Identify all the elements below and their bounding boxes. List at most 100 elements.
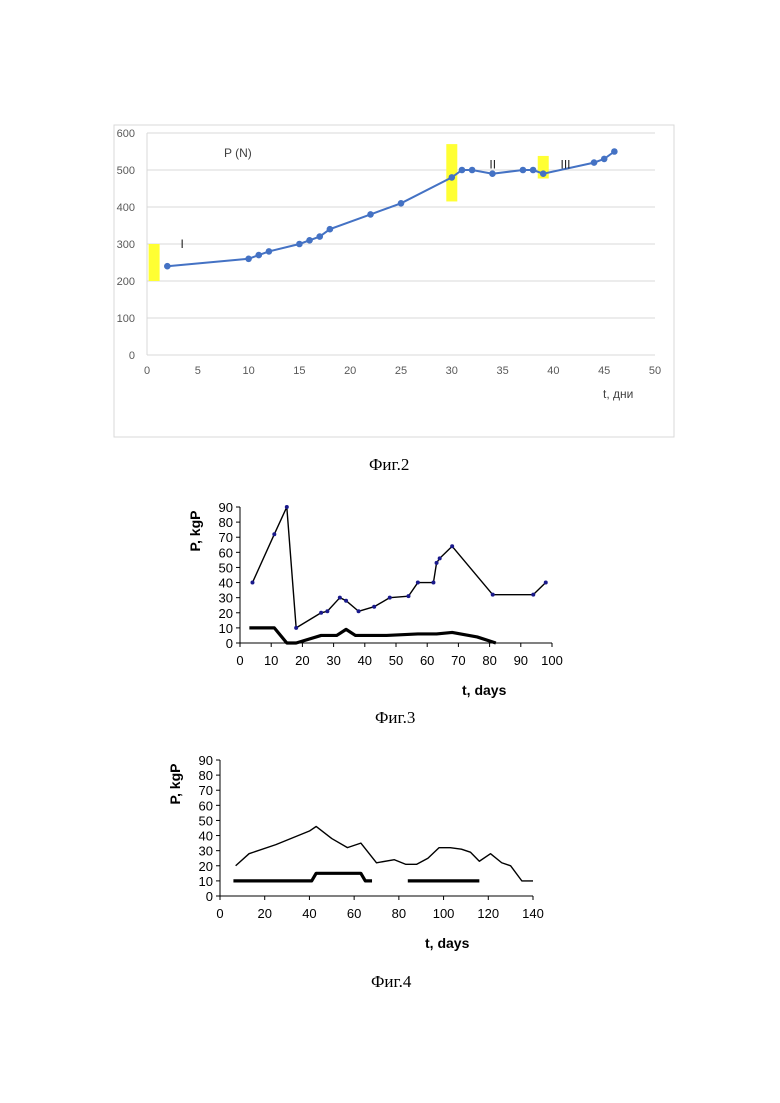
x-axis-label: t, days bbox=[462, 682, 507, 698]
figure-2-caption: Фиг.2 bbox=[369, 455, 409, 475]
data-point bbox=[431, 581, 435, 585]
y-tick-label: 0 bbox=[206, 889, 213, 904]
data-point bbox=[285, 505, 289, 509]
y-tick-label: 600 bbox=[117, 128, 135, 140]
figure-2-chart: 010020030040050060005101520253035404550P… bbox=[114, 125, 674, 437]
data-point bbox=[601, 156, 608, 163]
x-tick-label: 40 bbox=[358, 653, 372, 668]
data-point bbox=[319, 611, 323, 615]
region-label: I bbox=[181, 237, 184, 251]
data-point bbox=[520, 167, 527, 174]
figure-3-caption: Фиг.3 bbox=[375, 708, 415, 728]
x-tick-label: 0 bbox=[216, 906, 223, 921]
series-line-thin bbox=[252, 507, 545, 628]
y-tick-label: 70 bbox=[199, 783, 213, 798]
data-point bbox=[531, 593, 535, 597]
region-label: III bbox=[561, 157, 571, 171]
x-tick-label: 35 bbox=[496, 365, 508, 377]
x-tick-label: 30 bbox=[326, 653, 340, 668]
x-tick-label: 80 bbox=[482, 653, 496, 668]
series-line-thin bbox=[236, 826, 533, 880]
data-point bbox=[438, 556, 442, 560]
data-point bbox=[325, 609, 329, 613]
data-point bbox=[388, 596, 392, 600]
data-point bbox=[266, 248, 273, 255]
data-point bbox=[530, 167, 537, 174]
data-point bbox=[357, 609, 361, 613]
x-tick-label: 20 bbox=[344, 365, 356, 377]
y-tick-label: 90 bbox=[199, 753, 213, 768]
y-tick-label: 10 bbox=[219, 621, 233, 636]
y-tick-label: 20 bbox=[199, 859, 213, 874]
y-tick-label: 0 bbox=[226, 636, 233, 651]
y-tick-label: 20 bbox=[219, 606, 233, 621]
data-point bbox=[491, 593, 495, 597]
x-tick-label: 60 bbox=[420, 653, 434, 668]
x-tick-label: 15 bbox=[293, 365, 305, 377]
y-tick-label: 40 bbox=[199, 829, 213, 844]
data-point bbox=[255, 252, 262, 259]
x-tick-label: 45 bbox=[598, 365, 610, 377]
x-tick-label: 10 bbox=[264, 653, 278, 668]
figure-3-chart: 0102030405060708090010203040506070809010… bbox=[187, 500, 563, 698]
y-tick-label: 40 bbox=[219, 576, 233, 591]
x-tick-label: 80 bbox=[392, 906, 406, 921]
region-label: II bbox=[489, 157, 496, 171]
x-axis-label: t, days bbox=[425, 935, 470, 951]
data-point bbox=[272, 532, 276, 536]
x-tick-label: 0 bbox=[144, 365, 150, 377]
x-tick-label: 100 bbox=[541, 653, 563, 668]
data-point bbox=[338, 596, 342, 600]
data-point bbox=[316, 233, 323, 240]
x-tick-label: 120 bbox=[477, 906, 499, 921]
x-tick-label: 60 bbox=[347, 906, 361, 921]
y-tick-label: 0 bbox=[129, 350, 135, 362]
data-point bbox=[250, 581, 254, 585]
y-tick-label: 80 bbox=[199, 768, 213, 783]
data-point bbox=[416, 581, 420, 585]
y-tick-label: 30 bbox=[199, 844, 213, 859]
x-tick-label: 20 bbox=[295, 653, 309, 668]
x-tick-label: 140 bbox=[522, 906, 544, 921]
y-tick-label: 100 bbox=[117, 313, 135, 325]
y-tick-label: 10 bbox=[199, 874, 213, 889]
x-tick-label: 5 bbox=[195, 365, 201, 377]
figure-4-caption: Фиг.4 bbox=[371, 972, 411, 992]
y-axis-label: P, kgP bbox=[187, 511, 203, 552]
y-tick-label: 90 bbox=[219, 500, 233, 515]
data-point bbox=[459, 167, 466, 174]
y-axis-label: P, kgP bbox=[167, 764, 183, 805]
data-point bbox=[398, 200, 405, 207]
data-point bbox=[450, 544, 454, 548]
x-tick-label: 50 bbox=[389, 653, 403, 668]
data-point bbox=[540, 170, 547, 177]
x-tick-label: 10 bbox=[242, 365, 254, 377]
x-tick-label: 50 bbox=[649, 365, 661, 377]
data-point bbox=[306, 237, 313, 244]
x-tick-label: 70 bbox=[451, 653, 465, 668]
x-axis-label: t, дни bbox=[603, 387, 633, 401]
data-point bbox=[406, 594, 410, 598]
x-tick-label: 30 bbox=[446, 365, 458, 377]
data-point bbox=[449, 174, 456, 181]
data-point bbox=[435, 561, 439, 565]
figure-4-chart: 0102030405060708090020406080100120140P, … bbox=[167, 753, 544, 951]
y-tick-label: 60 bbox=[219, 545, 233, 560]
data-point bbox=[372, 605, 376, 609]
y-tick-label: 300 bbox=[117, 239, 135, 251]
highlight-mark bbox=[149, 244, 160, 281]
y-tick-label: 70 bbox=[219, 530, 233, 545]
y-tick-label: 400 bbox=[117, 202, 135, 214]
x-tick-label: 90 bbox=[514, 653, 528, 668]
data-point bbox=[294, 626, 298, 630]
x-tick-label: 40 bbox=[547, 365, 559, 377]
data-point bbox=[164, 263, 171, 270]
data-point bbox=[611, 148, 618, 155]
y-axis-label: P (N) bbox=[224, 146, 252, 160]
y-tick-label: 50 bbox=[219, 560, 233, 575]
y-tick-label: 80 bbox=[219, 515, 233, 530]
y-tick-label: 50 bbox=[199, 813, 213, 828]
y-tick-label: 30 bbox=[219, 591, 233, 606]
x-tick-label: 25 bbox=[395, 365, 407, 377]
figures-canvas: 010020030040050060005101520253035404550P… bbox=[0, 0, 780, 1103]
